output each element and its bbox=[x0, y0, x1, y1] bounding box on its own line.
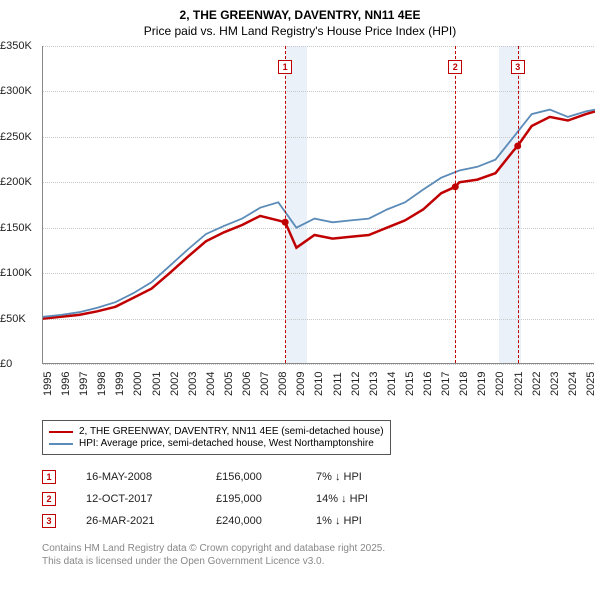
x-tick-label: 1996 bbox=[60, 372, 72, 396]
x-tick-label: 2010 bbox=[313, 372, 325, 396]
x-tick-label: 2023 bbox=[549, 372, 561, 396]
x-tick-label: 2001 bbox=[151, 372, 163, 396]
sale-row: 1 16-MAY-2008£156,0007% ↓ HPI bbox=[42, 466, 406, 488]
x-tick-label: 2024 bbox=[567, 372, 579, 396]
x-tick-label: 2022 bbox=[531, 372, 543, 396]
x-tick-label: 1999 bbox=[114, 372, 126, 396]
sale-marker-box: 3 bbox=[511, 60, 525, 74]
x-tick-label: 2020 bbox=[494, 372, 506, 396]
chart-svg bbox=[43, 46, 595, 364]
y-tick-label: £350K bbox=[0, 40, 40, 52]
sale-delta: 14% ↓ HPI bbox=[316, 493, 406, 505]
legend-row: 2, THE GREENWAY, DAVENTRY, NN11 4EE (sem… bbox=[49, 426, 384, 437]
x-tick-label: 2003 bbox=[187, 372, 199, 396]
legend-label: 2, THE GREENWAY, DAVENTRY, NN11 4EE (sem… bbox=[79, 426, 384, 437]
sale-marker-box: 2 bbox=[448, 60, 462, 74]
x-tick-label: 2011 bbox=[332, 372, 344, 396]
x-tick-label: 2005 bbox=[223, 372, 235, 396]
x-tick-label: 2013 bbox=[368, 372, 380, 396]
x-tick-label: 2002 bbox=[169, 372, 181, 396]
footer-line-2: This data is licensed under the Open Gov… bbox=[42, 555, 385, 568]
sale-row-marker: 1 bbox=[42, 470, 56, 484]
sale-delta: 7% ↓ HPI bbox=[316, 471, 406, 483]
sale-marker-box: 1 bbox=[278, 60, 292, 74]
y-tick-label: £50K bbox=[0, 313, 40, 325]
x-tick-label: 2019 bbox=[476, 372, 488, 396]
sale-row-marker: 2 bbox=[42, 492, 56, 506]
x-tick-label: 2004 bbox=[205, 372, 217, 396]
x-tick-label: 2015 bbox=[404, 372, 416, 396]
x-tick-label: 2006 bbox=[241, 372, 253, 396]
sale-date: 12-OCT-2017 bbox=[86, 493, 216, 505]
legend-swatch bbox=[49, 443, 73, 445]
legend: 2, THE GREENWAY, DAVENTRY, NN11 4EE (sem… bbox=[42, 420, 391, 455]
x-tick-label: 2017 bbox=[440, 372, 452, 396]
x-tick-label: 2014 bbox=[386, 372, 398, 396]
x-tick-label: 2008 bbox=[277, 372, 289, 396]
chart-title: 2, THE GREENWAY, DAVENTRY, NN11 4EE Pric… bbox=[0, 0, 600, 41]
sale-price: £240,000 bbox=[216, 515, 316, 527]
x-tick-label: 2016 bbox=[422, 372, 434, 396]
sales-table: 1 16-MAY-2008£156,0007% ↓ HPI 2 12-OCT-2017… bbox=[42, 466, 406, 532]
x-tick-label: 2012 bbox=[350, 372, 362, 396]
y-tick-label: £250K bbox=[0, 131, 40, 143]
y-tick-label: £150K bbox=[0, 222, 40, 234]
sale-price: £195,000 bbox=[216, 493, 316, 505]
title-line-2: Price paid vs. HM Land Registry's House … bbox=[0, 24, 600, 40]
x-tick-label: 2021 bbox=[513, 372, 525, 396]
x-tick-label: 2007 bbox=[259, 372, 271, 396]
legend-label: HPI: Average price, semi-detached house,… bbox=[79, 438, 374, 449]
y-tick-label: £200K bbox=[0, 176, 40, 188]
sale-date: 16-MAY-2008 bbox=[86, 471, 216, 483]
x-tick-label: 1997 bbox=[78, 372, 90, 396]
footer-attribution: Contains HM Land Registry data © Crown c… bbox=[42, 542, 385, 568]
legend-swatch bbox=[49, 431, 73, 433]
sale-row: 2 12-OCT-2017£195,00014% ↓ HPI bbox=[42, 488, 406, 510]
sale-marker-line bbox=[455, 46, 456, 363]
y-tick-label: £300K bbox=[0, 85, 40, 97]
footer-line-1: Contains HM Land Registry data © Crown c… bbox=[42, 542, 385, 555]
x-tick-label: 2009 bbox=[295, 372, 307, 396]
series-hpi bbox=[43, 110, 595, 317]
sale-row: 3 26-MAR-2021£240,0001% ↓ HPI bbox=[42, 510, 406, 532]
title-line-1: 2, THE GREENWAY, DAVENTRY, NN11 4EE bbox=[0, 8, 600, 24]
sale-price: £156,000 bbox=[216, 471, 316, 483]
series-price_paid bbox=[43, 111, 595, 318]
sale-row-marker: 3 bbox=[42, 514, 56, 528]
x-tick-label: 2000 bbox=[132, 372, 144, 396]
sale-marker-line bbox=[285, 46, 286, 363]
sale-delta: 1% ↓ HPI bbox=[316, 515, 406, 527]
x-tick-label: 2025 bbox=[585, 372, 597, 396]
x-tick-label: 2018 bbox=[458, 372, 470, 396]
y-tick-label: £0 bbox=[0, 358, 40, 370]
plot-region: 1 2 3 bbox=[42, 46, 594, 364]
chart-area: £0£50K£100K£150K£200K£250K£300K£350K 123… bbox=[0, 46, 600, 416]
y-tick-label: £100K bbox=[0, 267, 40, 279]
sale-date: 26-MAR-2021 bbox=[86, 515, 216, 527]
legend-row: HPI: Average price, semi-detached house,… bbox=[49, 438, 384, 449]
sale-marker-line bbox=[518, 46, 519, 363]
gridline bbox=[43, 364, 594, 365]
chart-container: 2, THE GREENWAY, DAVENTRY, NN11 4EE Pric… bbox=[0, 0, 600, 590]
x-tick-label: 1995 bbox=[42, 372, 54, 396]
x-tick-label: 1998 bbox=[96, 372, 108, 396]
